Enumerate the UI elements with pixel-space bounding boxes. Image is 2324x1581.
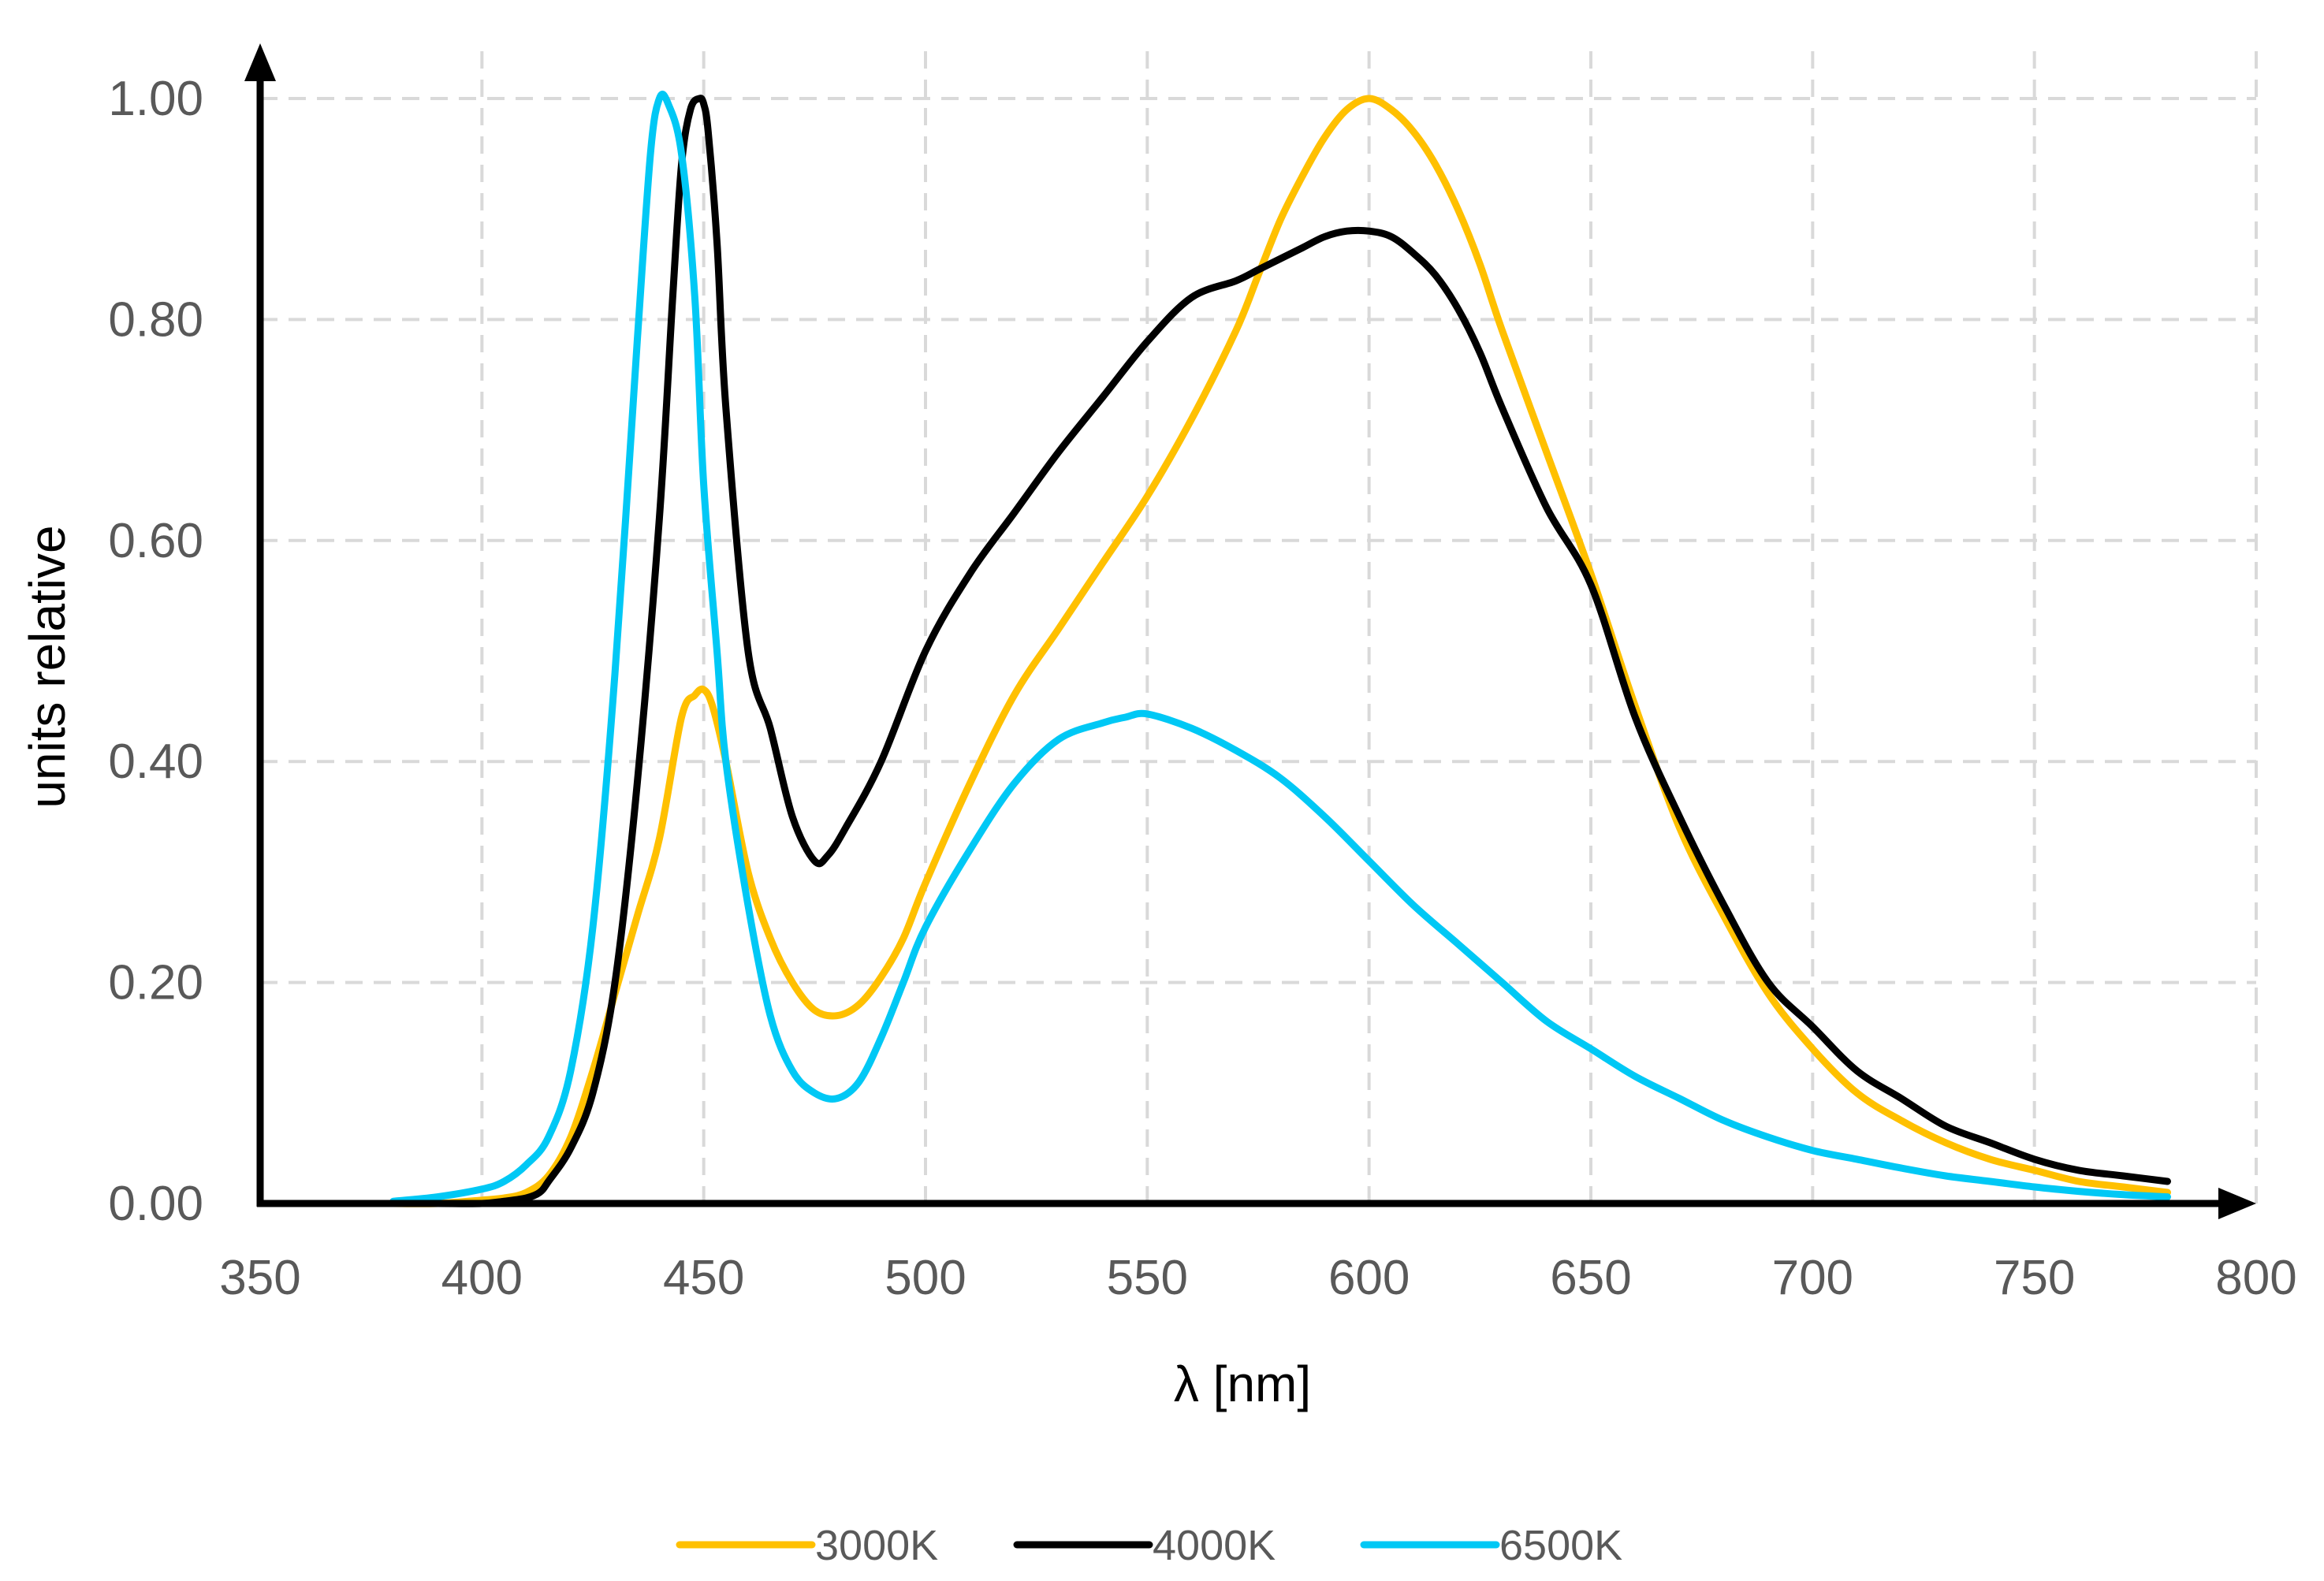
x-tick-label: 700: [1772, 1251, 1853, 1305]
y-tick-label: 0.20: [108, 956, 203, 1010]
y-tick-label: 0.00: [108, 1177, 203, 1231]
x-tick-label: 800: [2215, 1251, 2296, 1305]
series-line-3000k: [389, 95, 2171, 1207]
y-axis-title: units relative: [19, 525, 76, 808]
x-axis-arrow: [2218, 1188, 2256, 1219]
plot-series: [389, 91, 2171, 1207]
legend-label-3000k: 3000K: [815, 1522, 938, 1569]
axes: [244, 43, 2256, 1219]
legend-label-6500k: 6500K: [1499, 1522, 1622, 1569]
y-tick-label: 0.80: [108, 292, 203, 347]
y-tick-label: 0.60: [108, 514, 203, 568]
series-line-6500k: [389, 91, 2171, 1205]
x-tick-label: 600: [1328, 1251, 1410, 1305]
x-axis-title: λ [nm]: [1174, 1356, 1311, 1412]
tick-labels: 350 400 450 500 550 600 650 700 750 800 0.00 0.20 0.…: [108, 72, 2296, 1305]
y-tick-label: 1.00: [108, 72, 203, 126]
x-tick-label: 750: [1994, 1251, 2075, 1305]
y-tick-label: 0.40: [108, 735, 203, 789]
x-tick-label: 550: [1107, 1251, 1188, 1305]
x-tick-label: 500: [885, 1251, 966, 1305]
x-tick-label: 450: [663, 1251, 744, 1305]
legend: 3000K 4000K 6500K: [676, 1522, 1622, 1569]
x-tick-label: 650: [1550, 1251, 1631, 1305]
y-axis-arrow: [244, 43, 276, 81]
x-tick-label: 400: [441, 1251, 523, 1305]
series-line-4000k: [389, 95, 2171, 1207]
x-tick-label: 350: [219, 1251, 300, 1305]
legend-label-4000k: 4000K: [1153, 1522, 1276, 1569]
grid: [260, 51, 2258, 1203]
